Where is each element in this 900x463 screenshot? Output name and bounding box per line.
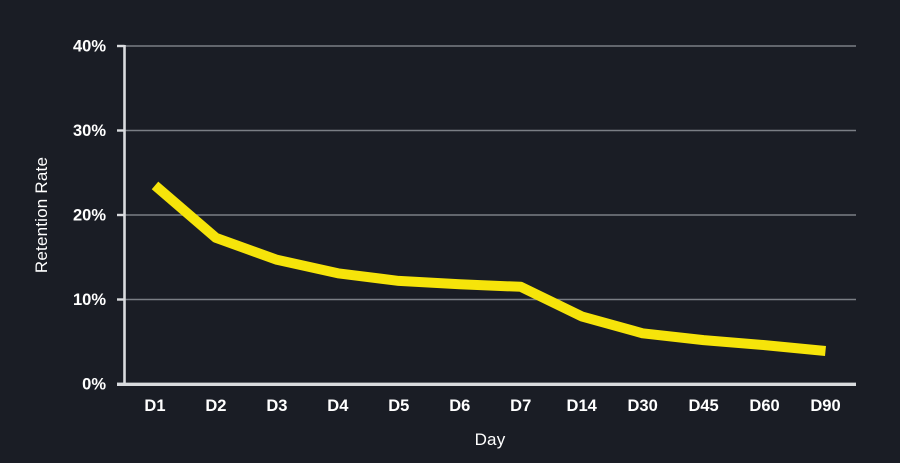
- retention-series-line: [151, 181, 826, 356]
- x-axis-title: Day: [474, 430, 506, 449]
- x-tick-label: D2: [205, 397, 226, 415]
- x-tick-label: D6: [449, 397, 470, 415]
- x-tick-label: D45: [688, 397, 718, 415]
- y-tick-label: 30%: [73, 122, 106, 140]
- x-tick-label: D5: [388, 397, 409, 415]
- x-tick-label: D90: [810, 397, 840, 415]
- x-tick-label: D60: [749, 397, 779, 415]
- x-tick-label: D7: [510, 397, 531, 415]
- y-tick-label: 10%: [73, 291, 106, 309]
- y-tick-label: 0%: [82, 376, 106, 394]
- y-tick-label: 40%: [73, 38, 106, 56]
- x-tick-label: D4: [327, 397, 349, 415]
- x-tick-label: D1: [144, 397, 165, 415]
- y-tick-label: 20%: [73, 207, 106, 225]
- x-tick-label: D30: [628, 397, 658, 415]
- y-axis-title: Retention Rate: [32, 156, 51, 274]
- x-tick-label: D14: [567, 397, 598, 415]
- x-tick-label: D3: [266, 397, 287, 415]
